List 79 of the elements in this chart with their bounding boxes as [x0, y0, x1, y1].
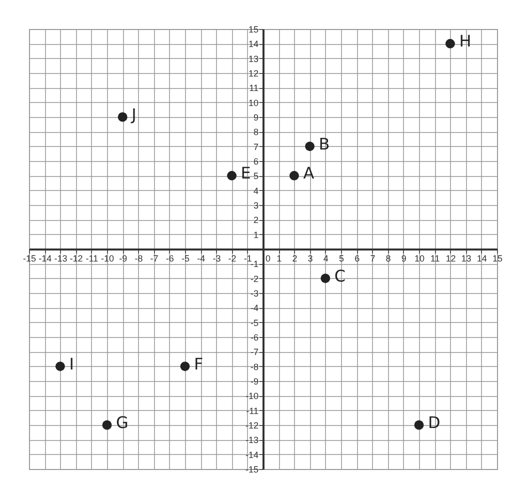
y-tick-label: 10 — [248, 98, 258, 108]
x-tick-label: -4 — [197, 254, 206, 264]
x-tick-label: -11 — [86, 254, 98, 264]
y-tick-label: -5 — [250, 318, 258, 328]
y-tick-label: 14 — [248, 39, 258, 50]
y-tick-label: 1 — [253, 230, 258, 240]
annotation: C — [334, 266, 346, 286]
y-tick-label: 5 — [253, 171, 258, 182]
x-tick-label: -13 — [54, 254, 68, 264]
x-tick-label: 4 — [323, 254, 328, 264]
y-tick-label: -3 — [250, 288, 258, 298]
annotation: J — [130, 105, 136, 124]
point — [102, 420, 112, 430]
point — [320, 274, 330, 284]
y-tick-label: -7 — [250, 347, 258, 358]
y-tick-label: 6 — [253, 156, 258, 166]
y-tick-label: -9 — [250, 376, 258, 386]
x-tick-label: 15 — [492, 254, 503, 264]
x-tick-label: 6 — [354, 254, 360, 264]
x-tick-label: 12 — [446, 254, 456, 264]
y-tick-label: 7 — [253, 142, 258, 152]
point — [227, 170, 237, 180]
x-tick-label: -5 — [181, 254, 190, 264]
annotation: D — [428, 413, 440, 432]
y-tick-label: 11 — [249, 83, 258, 94]
x-tick-label: -6 — [166, 254, 174, 264]
point — [55, 362, 65, 372]
x-tick-label: -7 — [150, 254, 158, 264]
y-tick-label: -14 — [245, 450, 258, 460]
x-tick-label: 9 — [401, 254, 406, 264]
x-tick-label: -9 — [119, 254, 128, 264]
x-tick-label: -15 — [22, 254, 36, 264]
y-tick-label: 13 — [248, 54, 258, 64]
y-tick-label: -6 — [250, 332, 258, 342]
point — [414, 420, 424, 430]
x-tick-label: 3 — [308, 254, 313, 264]
x-tick-label: -14 — [38, 254, 52, 264]
x-tick-label: -2 — [228, 254, 236, 264]
y-tick-label: -10 — [245, 391, 258, 402]
y-tick-label: -12 — [245, 420, 258, 430]
annotation: B — [318, 134, 330, 154]
x-tick-label: 10 — [414, 254, 425, 264]
point — [118, 112, 128, 122]
y-tick-label: 15 — [248, 24, 258, 34]
y-tick-label: -15 — [245, 464, 258, 474]
x-tick-label: -10 — [100, 254, 114, 264]
x-tick-label: 1 — [276, 254, 282, 264]
annotation: H — [459, 32, 472, 51]
x-tick-label: 13 — [461, 254, 472, 264]
annotation: F — [194, 354, 204, 374]
annotation: A — [303, 164, 314, 183]
y-tick-label: -8 — [250, 362, 258, 372]
y-tick-label: 2 — [253, 215, 258, 226]
annotation: I — [69, 354, 74, 374]
point — [180, 362, 190, 372]
y-tick-label: -4 — [250, 303, 258, 314]
point — [445, 38, 455, 48]
y-tick-label: 3 — [253, 200, 258, 210]
x-tick-label: -8 — [134, 254, 143, 264]
x-tick-label: 7 — [370, 254, 376, 264]
x-tick-label: 14 — [476, 254, 487, 264]
x-tick-label: 11 — [430, 254, 440, 264]
x-tick-label: 5 — [338, 254, 344, 264]
y-tick-label: 8 — [253, 127, 258, 138]
annotation: E — [240, 164, 251, 183]
annotation: G — [116, 413, 128, 432]
y-tick-label: 9 — [253, 112, 258, 122]
x-tick-label: -12 — [70, 254, 83, 264]
x-tick-label: -3 — [212, 254, 221, 264]
y-tick-label: -11 — [246, 406, 258, 416]
y-tick-label: -13 — [245, 435, 258, 446]
x-tick-label: 2 — [292, 254, 298, 264]
y-tick-label: -2 — [250, 274, 258, 284]
x-tick-label: 0 — [266, 254, 271, 264]
point — [289, 170, 299, 180]
y-tick-label: 12 — [248, 68, 258, 78]
point — [305, 142, 315, 152]
y-tick-label: 4 — [253, 186, 258, 196]
x-tick-label: 8 — [386, 254, 391, 264]
